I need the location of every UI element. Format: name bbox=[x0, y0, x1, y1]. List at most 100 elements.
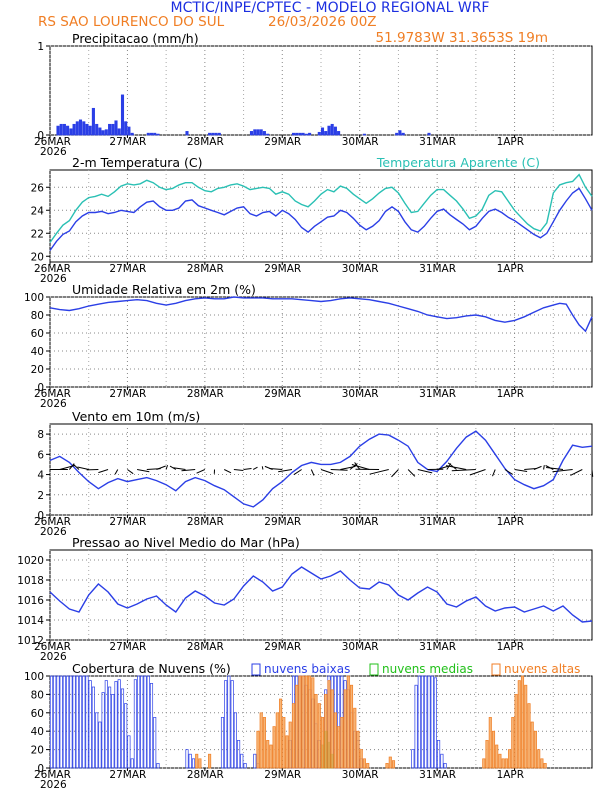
bar bbox=[498, 753, 502, 769]
bar bbox=[420, 675, 425, 769]
x-tick-label: 26MAR bbox=[34, 516, 71, 528]
x-tick-label: 29MAR bbox=[264, 388, 301, 400]
bar bbox=[133, 679, 137, 769]
series-line-temperatura-aparente-c- bbox=[49, 173, 593, 243]
bar bbox=[317, 131, 321, 136]
x-tick-label: 27MAR bbox=[109, 388, 146, 400]
bar bbox=[282, 717, 286, 769]
bar bbox=[501, 758, 505, 769]
panel-title: Pressao ao Nivel Medio do Mar (hPa) bbox=[72, 535, 300, 550]
panel-humidity: 0 20 40 60 80 100 Umidade Relativa em 2m (%) 26… bbox=[24, 282, 593, 410]
bar bbox=[188, 753, 192, 769]
legend-label: nuvens baixas bbox=[264, 662, 350, 676]
x-tick-label: 28MAR bbox=[187, 641, 224, 653]
bar bbox=[120, 688, 125, 769]
x-tick-label: 1APR bbox=[497, 263, 524, 275]
x-tick-label: 26MAR bbox=[34, 769, 71, 781]
bar bbox=[295, 132, 299, 136]
bar bbox=[127, 735, 131, 769]
x-tick-label: 27MAR bbox=[109, 769, 146, 781]
bar bbox=[398, 130, 402, 136]
bar bbox=[411, 749, 415, 769]
bar bbox=[108, 123, 112, 136]
bar bbox=[266, 133, 270, 136]
bar bbox=[533, 730, 537, 769]
y-tick-label: 40 bbox=[31, 346, 44, 358]
bar bbox=[356, 730, 360, 769]
x-tick-label: 29MAR bbox=[264, 263, 301, 275]
bar bbox=[320, 127, 325, 136]
wind-arrow bbox=[169, 465, 177, 470]
y-tick-label: 1020 bbox=[17, 555, 44, 567]
bar bbox=[101, 692, 105, 769]
bar bbox=[253, 129, 257, 136]
bar bbox=[227, 675, 231, 769]
bar bbox=[156, 763, 160, 769]
bar bbox=[295, 684, 299, 769]
bar bbox=[340, 717, 344, 769]
x-tick-label: 29MAR bbox=[264, 641, 301, 653]
bar bbox=[153, 132, 157, 136]
wind-arrow bbox=[278, 469, 293, 473]
y-tick-label: 80 bbox=[31, 689, 44, 701]
bar bbox=[69, 675, 73, 769]
x-tick-label: 28MAR bbox=[187, 516, 224, 528]
x-year-label: 2026 bbox=[40, 651, 67, 663]
x-tick-label: 1APR bbox=[497, 516, 524, 528]
bar bbox=[304, 675, 308, 769]
wind-arrow bbox=[543, 465, 545, 470]
panel-clouds: 0 20 40 60 80 100 Cobertura de Nuvens (%) 26MAR… bbox=[24, 661, 593, 791]
bar bbox=[56, 125, 60, 136]
bar bbox=[333, 126, 337, 136]
bar bbox=[301, 675, 305, 769]
panel-precip: 0 1 Precipitacao (mm/h) 26MAR 27MAR 28MAR 29MA… bbox=[34, 31, 593, 158]
bar bbox=[208, 132, 212, 136]
bar bbox=[104, 129, 108, 136]
wind-arrow bbox=[293, 469, 302, 476]
bar bbox=[143, 675, 147, 769]
x-tick-label: 30MAR bbox=[342, 641, 379, 653]
x-tick-label: 31MAR bbox=[419, 136, 456, 148]
x-year-label: 2026 bbox=[40, 146, 67, 158]
bar bbox=[220, 717, 225, 769]
x-tick-label: 30MAR bbox=[342, 263, 379, 275]
x-tick-label: 29MAR bbox=[264, 516, 301, 528]
bar bbox=[124, 703, 128, 769]
x-tick-label: 28MAR bbox=[187, 388, 224, 400]
bar bbox=[217, 132, 221, 136]
x-tick-label: 28MAR bbox=[187, 769, 224, 781]
bar bbox=[333, 712, 337, 769]
bar bbox=[433, 677, 437, 769]
bar bbox=[359, 749, 363, 769]
bar bbox=[140, 675, 144, 769]
wind-arrow bbox=[492, 469, 496, 477]
legend-apparent-temp: Temperatura Aparente (C) bbox=[376, 155, 540, 170]
bar bbox=[191, 758, 196, 769]
bar bbox=[78, 119, 83, 136]
x-tick-label: 29MAR bbox=[264, 136, 301, 148]
bar bbox=[520, 675, 525, 769]
bar bbox=[124, 121, 128, 136]
bar bbox=[301, 132, 305, 136]
bar bbox=[298, 675, 302, 769]
bar bbox=[327, 680, 331, 769]
wind-arrow bbox=[223, 469, 232, 474]
bar bbox=[504, 758, 508, 769]
y-tick-label: 8 bbox=[37, 429, 44, 441]
bar bbox=[75, 675, 79, 769]
bar bbox=[53, 675, 57, 769]
bar bbox=[537, 749, 541, 769]
bar bbox=[543, 763, 547, 769]
bar bbox=[59, 123, 63, 136]
bar bbox=[78, 675, 83, 769]
bar bbox=[311, 677, 315, 769]
wind-arrow bbox=[446, 465, 467, 470]
bar bbox=[237, 740, 241, 769]
y-tick-label: 4 bbox=[37, 470, 44, 482]
bar bbox=[91, 686, 95, 769]
bar bbox=[156, 133, 160, 136]
bar bbox=[59, 675, 63, 769]
y-tick-label: 0 bbox=[37, 510, 44, 522]
run-label: 26/03/2026 00Z bbox=[268, 14, 377, 30]
